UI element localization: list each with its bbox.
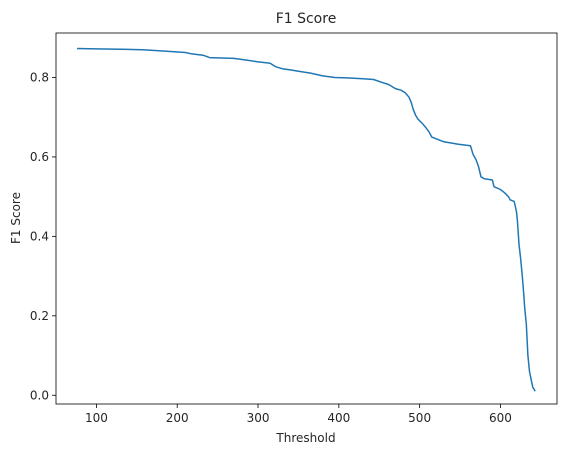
x-axis: 100 200 300 400 500 600 bbox=[85, 404, 512, 425]
plot-area bbox=[55, 32, 558, 405]
series-line bbox=[76, 47, 536, 392]
chart-title: F1 Score bbox=[276, 11, 337, 27]
x-tick-label: 200 bbox=[166, 411, 189, 425]
x-tick-label: 500 bbox=[408, 411, 431, 425]
y-tick-label: 0.2 bbox=[30, 309, 49, 323]
y-tick-label: 0.6 bbox=[30, 150, 49, 164]
plot-frame bbox=[55, 32, 558, 405]
y-tick-label: 0.8 bbox=[30, 70, 49, 84]
y-tick-label: 0.0 bbox=[30, 388, 49, 402]
x-tick-label: 300 bbox=[247, 411, 270, 425]
series-layer bbox=[76, 47, 536, 392]
x-axis-label: Threshold bbox=[275, 431, 335, 445]
x-tick-label: 100 bbox=[85, 411, 108, 425]
y-tick-label: 0.4 bbox=[30, 229, 49, 243]
y-axis-label: F1 Score bbox=[9, 192, 23, 244]
x-tick-label: 400 bbox=[327, 411, 350, 425]
y-axis: 0.0 0.2 0.4 0.6 0.8 bbox=[30, 70, 56, 402]
x-tick-label: 600 bbox=[489, 411, 512, 425]
